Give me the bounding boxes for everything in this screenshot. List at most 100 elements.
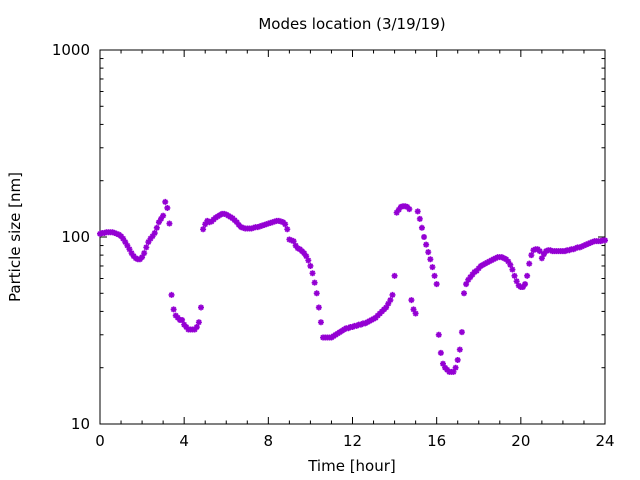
data-point bbox=[151, 230, 158, 237]
data-point bbox=[465, 276, 472, 283]
x-tick-label: 0 bbox=[95, 432, 105, 450]
data-point bbox=[385, 300, 392, 307]
data-point bbox=[509, 266, 516, 273]
data-point bbox=[120, 235, 127, 242]
data-point bbox=[284, 226, 291, 233]
data-point bbox=[395, 206, 402, 213]
data-point bbox=[425, 249, 432, 256]
data-point bbox=[183, 324, 190, 331]
data-point bbox=[195, 319, 202, 326]
data-point bbox=[566, 247, 573, 254]
data-point bbox=[437, 349, 444, 356]
data-point bbox=[391, 272, 398, 279]
data-point bbox=[412, 310, 419, 317]
chart-title: Modes location (3/19/19) bbox=[258, 15, 445, 33]
y-tick-label: 10 bbox=[71, 415, 90, 433]
data-point bbox=[469, 271, 476, 278]
data-points bbox=[97, 198, 608, 375]
data-point bbox=[162, 198, 169, 205]
data-point bbox=[282, 221, 289, 228]
data-point bbox=[458, 329, 465, 336]
data-point bbox=[303, 253, 310, 260]
data-point bbox=[418, 224, 425, 231]
data-point bbox=[145, 239, 152, 246]
data-point bbox=[166, 220, 173, 227]
data-point bbox=[439, 360, 446, 367]
y-axis-label: Particle size [nm] bbox=[6, 172, 24, 302]
data-point bbox=[128, 250, 135, 257]
data-point bbox=[587, 239, 594, 246]
data-point bbox=[193, 324, 200, 331]
data-point bbox=[153, 224, 160, 231]
data-point bbox=[387, 297, 394, 304]
data-point bbox=[181, 321, 188, 328]
data-point bbox=[578, 243, 585, 250]
data-point bbox=[456, 346, 463, 353]
data-point bbox=[538, 255, 545, 262]
data-point bbox=[431, 272, 438, 279]
data-point bbox=[290, 238, 297, 245]
data-point bbox=[583, 241, 590, 248]
data-point bbox=[410, 306, 417, 313]
data-point bbox=[461, 290, 468, 297]
data-point bbox=[313, 290, 320, 297]
data-point bbox=[526, 260, 533, 267]
data-point bbox=[452, 364, 459, 371]
data-point bbox=[543, 248, 550, 255]
data-point bbox=[160, 212, 167, 219]
x-tick-label: 20 bbox=[511, 432, 530, 450]
data-point bbox=[315, 304, 322, 311]
data-point bbox=[513, 278, 520, 285]
data-point bbox=[429, 264, 436, 271]
data-point bbox=[572, 245, 579, 252]
data-point bbox=[576, 244, 583, 251]
plot-frame bbox=[99, 49, 606, 425]
data-point bbox=[191, 326, 198, 333]
data-point bbox=[286, 236, 293, 243]
data-point bbox=[126, 246, 133, 253]
data-point bbox=[597, 238, 604, 245]
data-point bbox=[174, 314, 181, 321]
data-point bbox=[198, 304, 204, 311]
data-point bbox=[435, 331, 442, 338]
data-point bbox=[294, 245, 301, 252]
y-tick-label: 1000 bbox=[52, 41, 90, 59]
data-point bbox=[406, 206, 413, 213]
data-point bbox=[147, 235, 154, 242]
data-point bbox=[433, 281, 440, 288]
data-point bbox=[292, 242, 299, 249]
data-point bbox=[580, 242, 587, 249]
data-point bbox=[511, 272, 518, 279]
axis-tick-labels: 0 4 8 12 16 20 24 10 100 1000 bbox=[52, 41, 615, 450]
data-point bbox=[124, 242, 131, 249]
x-axis-label: Time [hour] bbox=[307, 457, 396, 475]
data-point bbox=[301, 250, 308, 257]
data-point bbox=[547, 247, 554, 254]
data-point bbox=[589, 239, 596, 246]
y-tick-label: 100 bbox=[61, 228, 90, 246]
data-point bbox=[505, 258, 512, 265]
data-point bbox=[122, 239, 129, 246]
data-point bbox=[288, 237, 295, 244]
data-point bbox=[311, 279, 318, 286]
data-point bbox=[463, 281, 470, 288]
data-point bbox=[540, 251, 547, 258]
data-point bbox=[404, 203, 411, 210]
data-point bbox=[383, 304, 390, 311]
data-point bbox=[536, 248, 543, 255]
data-point bbox=[519, 284, 526, 291]
data-point bbox=[528, 252, 535, 259]
data-point bbox=[421, 234, 428, 240]
x-tick-label: 24 bbox=[595, 432, 614, 450]
data-point bbox=[570, 246, 577, 253]
x-tick-label: 16 bbox=[427, 432, 446, 450]
data-point bbox=[585, 240, 592, 247]
data-point bbox=[305, 257, 312, 264]
data-point bbox=[522, 281, 529, 288]
data-point bbox=[317, 319, 324, 326]
data-point bbox=[202, 221, 209, 228]
data-point bbox=[307, 262, 314, 269]
data-point bbox=[164, 204, 171, 211]
x-tick-label: 8 bbox=[264, 432, 274, 450]
